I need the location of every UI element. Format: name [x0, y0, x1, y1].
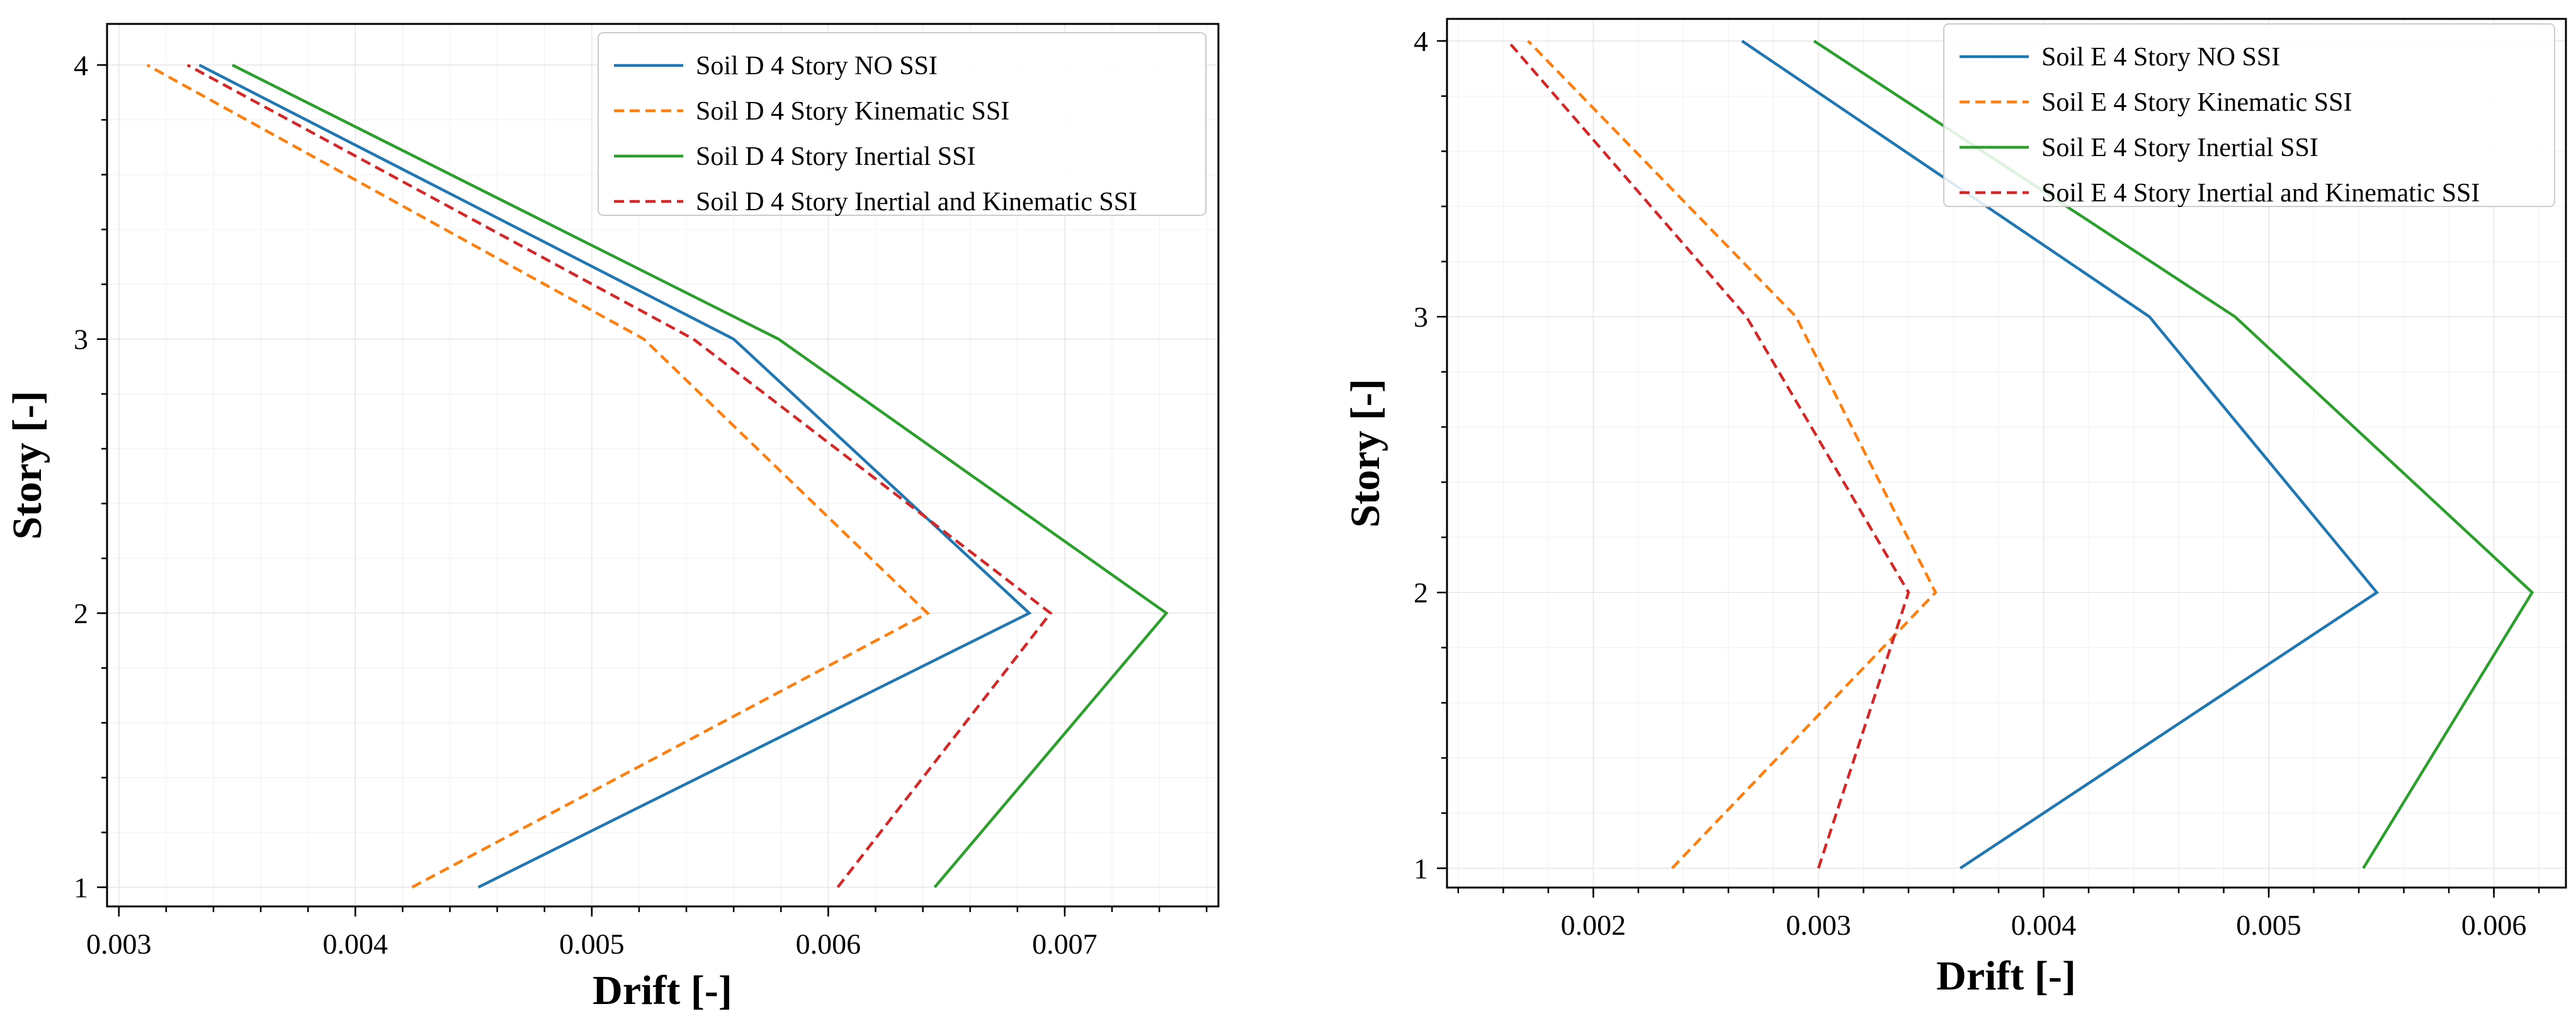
chart-1-legend-box	[1943, 23, 2555, 207]
chart-1-legend: Soil E 4 Story NO SSI Soil E 4 Story Kine…	[1943, 23, 2555, 208]
chart-0-x-tick-label: 0.004	[323, 928, 389, 960]
chart-0-legend-label-3: Soil D 4 Story Inertial and Kinematic SS…	[696, 188, 1137, 217]
chart-1-y-axis-title: Story [-]	[1342, 379, 1388, 527]
chart-0-legend-label-0: Soil D 4 Story NO SSI	[696, 52, 938, 81]
chart-0-legend: Soil D 4 Story NO SSI Soil D 4 Story Kine…	[598, 32, 1206, 217]
chart-1-legend-label-3: Soil E 4 Story Inertial and Kinematic SS…	[2041, 179, 2480, 208]
chart-soil-e: 0.002 0.003 0.004 0.005 0.006 1 2 3 4 Drift [-] St…	[1342, 18, 2567, 999]
chart-0-x-tick-label: 0.003	[86, 928, 152, 960]
chart-0-x-tick-label: 0.006	[796, 928, 861, 960]
chart-1-x-tick-label: 0.003	[1786, 909, 1851, 941]
chart-0-series-line-2	[231, 64, 1169, 888]
chart-1-series-line-3	[1506, 40, 1910, 869]
chart-0-series-line-0	[198, 64, 1032, 889]
chart-1-series-line-1	[1527, 40, 1938, 869]
chart-0-y-axis-title: Story [-]	[4, 391, 50, 539]
chart-1-x-axis-title: Drift [-]	[1936, 953, 2076, 999]
chart-1-x-tick-label: 0.002	[1561, 909, 1626, 941]
chart-1-y-tick-label: 4	[1414, 25, 1428, 57]
chart-0-series-line-3	[186, 64, 1053, 888]
chart-1-y-tick-label: 2	[1414, 577, 1428, 609]
chart-1-x-tick-label: 0.005	[2236, 909, 2301, 941]
chart-1-y-tick-label: 1	[1414, 852, 1428, 884]
chart-1-plot-frame	[1446, 18, 2567, 889]
chart-0-plot-frame	[106, 23, 1220, 908]
chart-0-x-tick-label: 0.005	[559, 928, 625, 960]
chart-0-y-tick-label: 2	[74, 597, 88, 629]
chart-0-y-tick-label: 4	[74, 49, 88, 81]
chart-1-y-tick-label: 3	[1414, 301, 1428, 333]
chart-0-y-tick-label: 1	[74, 872, 88, 904]
chart-1-x-tick-label: 0.004	[2011, 909, 2077, 941]
chart-0-legend-box	[598, 32, 1206, 216]
chart-0-legend-label-1: Soil D 4 Story Kinematic SSI	[696, 97, 1009, 126]
chart-1-legend-label-0: Soil E 4 Story NO SSI	[2041, 43, 2280, 72]
chart-0-x-axis-title: Drift [-]	[593, 967, 732, 1013]
chart-0-series-line-1	[146, 64, 930, 889]
chart-soil-d: 0.003 0.004 0.005 0.006 0.007 1 2 3 4 Drift [-] St…	[4, 23, 1220, 1013]
chart-1-x-tick-label: 0.006	[2461, 909, 2527, 941]
chart-1-legend-label-2: Soil E 4 Story Inertial SSI	[2041, 133, 2318, 162]
chart-0-legend-label-2: Soil D 4 Story Inertial SSI	[696, 142, 976, 171]
chart-1-legend-label-1: Soil E 4 Story Kinematic SSI	[2041, 88, 2352, 117]
chart-0-y-tick-label: 3	[74, 324, 88, 356]
chart-0-x-tick-label: 0.007	[1032, 928, 1098, 960]
